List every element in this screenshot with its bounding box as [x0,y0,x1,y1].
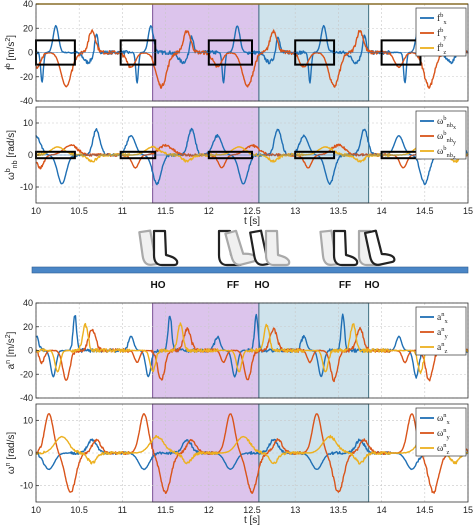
foot-icon-2 [152,229,179,267]
y-axis-label: ωbnb [rad/s] [5,130,19,180]
foot-icon-6-shape [264,229,291,267]
x-tick-label-2: 11 [118,206,127,216]
legend-label-3: fbz [437,42,446,56]
x-tick-label-7: 13.5 [330,206,348,216]
ground-bar [31,266,469,274]
y-axis-label: an [m/s2] [5,331,17,369]
y-axis-label: ωn [rad/s] [5,432,17,475]
x-tick-label-10: 15 [463,505,473,515]
x-tick-label-5: 12.5 [243,206,261,216]
x-tick-label-4: 12 [204,206,214,216]
x-tick-label-1: 10.5 [70,505,88,515]
y-tick-label-2: 0 [28,346,33,356]
y-tick-label-2: 0 [28,48,33,58]
x-axis-label: t [s] [244,515,260,526]
legend-label-1: ωbnbx [437,115,456,131]
x-tick-label-0: 10 [31,505,41,515]
x-tick-label-5: 12.5 [243,505,261,515]
y-tick-label-0: 40 [23,0,33,9]
legend-label-2: ωbnby [437,130,456,146]
y-tick-label-1: 0 [28,448,33,458]
y-tick-label-1: 20 [23,23,33,33]
x-tick-label-2: 11 [118,505,127,515]
y-tick-label-2: -10 [20,182,33,192]
x-tick-label-0: 10 [31,206,41,216]
legend-label-2: fby [437,27,447,41]
gait-event-5: HO [365,280,380,291]
foot-icon-6 [264,229,291,267]
series-line-3 [35,434,469,465]
foot-icon-2-shape [152,229,179,267]
x-tick-label-6: 13 [290,505,300,515]
x-tick-label-6: 13 [290,206,300,216]
x-tick-label-9: 14.5 [416,206,434,216]
x-axis-2: 10 10.5 11 11.5 12 12.5 13 13.5 14 14.5 15 t [s] [31,505,473,526]
series-line-2 [35,143,469,170]
x-tick-label-9: 14.5 [416,505,434,515]
gait-event-2: FF [227,280,239,291]
x-tick-label-10: 15 [463,206,473,216]
gait-event-3: HO [255,280,270,291]
gait-event-4: FF [339,280,351,291]
legend-label-2: ωny [437,427,451,441]
foot-icon-8-shape [332,229,359,267]
series-line-3 [35,322,469,374]
y-tick-label-0: 40 [23,298,33,308]
gait-strip: HO FF HO FF HO [31,229,469,291]
x-tick-label-4: 12 [204,505,214,515]
y-tick-label-4: -40 [20,96,33,106]
y-tick-label-1: 20 [23,322,33,332]
x-tick-label-7: 13.5 [330,505,348,515]
x-tick-label-3: 11.5 [157,505,174,515]
y-tick-label-0: 10 [23,118,33,128]
y-tick-label-1: 0 [28,150,33,160]
y-tick-label-2: -10 [20,481,33,491]
legend-label-3: ωbnbz [437,145,456,161]
x-axis-label: t [s] [244,216,260,227]
legend-label-2: any [437,326,448,340]
x-tick-label-8: 14 [377,206,387,216]
foot-icon-10-shape [363,229,396,266]
legend-label-1: anx [437,311,448,325]
y-tick-label-3: -20 [20,369,33,379]
y-axis-label: fb [m/s2] [5,35,17,70]
gait-event-1: HO [151,280,166,291]
x-axis-1: 10 10.5 11 11.5 12 12.5 13 13.5 14 14.5 15 t [s] [31,206,473,227]
y-tick-label-3: -20 [20,72,33,82]
foot-icon-8 [332,229,359,267]
foot-icon-10 [363,229,396,266]
legend-label-3: ωnz [437,442,450,456]
legend-label-1: fbx [437,12,447,26]
legend-label-1: ωnx [437,412,451,426]
legend-label-3: anz [437,341,447,355]
y-tick-label-4: -40 [20,393,33,403]
x-tick-label-1: 10.5 [70,206,88,216]
x-tick-label-3: 11.5 [157,206,174,216]
y-tick-label-0: 10 [23,415,33,425]
x-tick-label-8: 14 [377,505,387,515]
